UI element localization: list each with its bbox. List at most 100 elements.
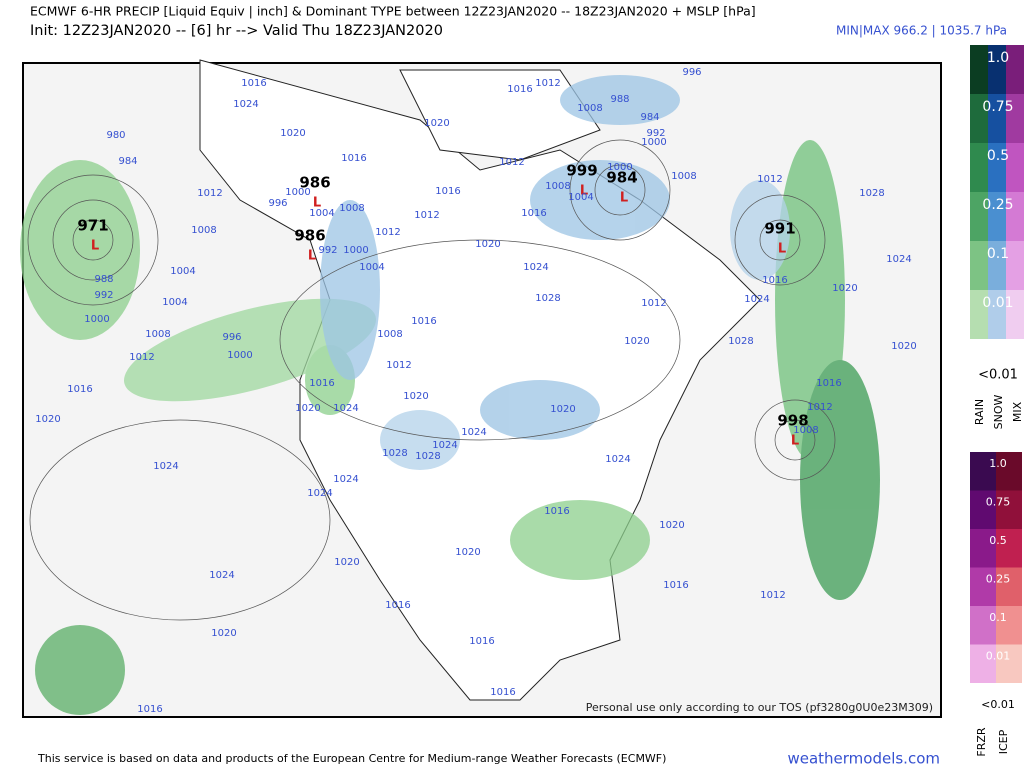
isobar-label: 996 xyxy=(268,198,287,209)
legend-swatch xyxy=(1006,290,1024,339)
isobar-label: 1016 xyxy=(663,580,688,591)
isobar-label: 984 xyxy=(640,112,659,123)
legend-swatch xyxy=(1006,192,1024,241)
legend-level: 0.01 xyxy=(986,650,1011,663)
low-center-value: 998 xyxy=(777,412,808,430)
isobar-label: 1020 xyxy=(35,414,60,425)
legend-precip: 1.0 0.75 0.5 0.25 0.1 0.01 <0.01 RAIN SNOW MIX xyxy=(970,45,1024,429)
isobar-label: 1016 xyxy=(435,186,460,197)
legend-swatch xyxy=(970,529,996,568)
legend-swatch xyxy=(996,644,1022,683)
legend-swatch xyxy=(1006,45,1024,94)
isobar-label: 1000 xyxy=(84,314,109,325)
legend-swatch xyxy=(970,644,996,683)
isobar-label: 1016 xyxy=(469,636,494,647)
isobar-label: 1012 xyxy=(375,227,400,238)
isobar-label: 1012 xyxy=(760,590,785,601)
low-center-value: 999 xyxy=(566,162,597,180)
low-center-value: 986 xyxy=(294,227,325,245)
legend-type: MIX xyxy=(1011,401,1024,422)
isobar-label: 1020 xyxy=(891,341,916,352)
legend-swatch xyxy=(988,241,1006,290)
isobar-label: 1008 xyxy=(191,225,216,236)
low-symbol: L xyxy=(778,242,786,257)
isobar-label: 1016 xyxy=(544,506,569,517)
legend-level: 0.75 xyxy=(982,99,1013,115)
land xyxy=(399,69,601,161)
isobar-label: 1016 xyxy=(816,378,841,389)
isobar-label: 1020 xyxy=(659,520,684,531)
low-symbol: L xyxy=(313,196,321,211)
isobar-label: 1016 xyxy=(385,600,410,611)
legend-below: <0.01 xyxy=(981,698,1015,711)
low-symbol: L xyxy=(308,249,316,264)
precip-snow xyxy=(320,75,790,470)
legend-swatch xyxy=(1006,94,1024,143)
isobar-label: 1008 xyxy=(577,103,602,114)
isobar-label: 1024 xyxy=(461,427,486,438)
legend-swatch xyxy=(1006,241,1024,290)
legend-swatch xyxy=(996,567,1022,606)
legend-swatch xyxy=(970,143,988,192)
legend-level: 0.25 xyxy=(986,573,1011,586)
isobar-label: 1004 xyxy=(162,297,187,308)
legend-level: 1.0 xyxy=(987,50,1009,66)
tos-notice: Personal use only according to our TOS (… xyxy=(586,701,933,714)
low-symbol: L xyxy=(791,434,799,449)
isobar-label: 1000 xyxy=(343,245,368,256)
legend-type: SNOW xyxy=(992,395,1005,430)
isobar-label: 1012 xyxy=(414,210,439,221)
low-center-value: 991 xyxy=(764,220,795,238)
isobar-label: 1004 xyxy=(359,262,384,273)
isobar-label: 1004 xyxy=(568,192,593,203)
isobar-label: 1020 xyxy=(334,557,359,568)
isobar-label: 1000 xyxy=(607,162,632,173)
legend-level: 0.5 xyxy=(989,534,1007,547)
isobar-label: 1000 xyxy=(227,350,252,361)
isobar-label: 1016 xyxy=(411,316,436,327)
isobar-label: 1012 xyxy=(535,78,560,89)
isobar-label: 1020 xyxy=(403,391,428,402)
isobar-label: 988 xyxy=(610,94,629,105)
legend-swatch xyxy=(988,192,1006,241)
isobar-label: 1016 xyxy=(762,275,787,286)
isobar-label: 1016 xyxy=(309,378,334,389)
isobar-label: 1004 xyxy=(309,208,334,219)
legend-swatch xyxy=(988,94,1006,143)
isobar-label: 1020 xyxy=(832,283,857,294)
isobar-label: 1012 xyxy=(757,174,782,185)
isobar-label: 1016 xyxy=(341,153,366,164)
low-symbol: L xyxy=(91,239,99,254)
low-symbol: L xyxy=(580,184,588,199)
legend-level: 0.75 xyxy=(986,496,1011,509)
low-center-value: 986 xyxy=(299,174,330,192)
isobar-label: 1016 xyxy=(490,687,515,698)
low-symbol: L xyxy=(620,191,628,206)
isobar-label: 1024 xyxy=(886,254,911,265)
isobar-label: 988 xyxy=(94,274,113,285)
legend-swatch xyxy=(970,45,988,94)
isobar-label: 992 xyxy=(318,245,337,256)
isobar-label: 1024 xyxy=(233,99,258,110)
legend-swatch xyxy=(988,290,1006,339)
legend-type: ICEP xyxy=(997,729,1010,754)
legend-ice: 1.0 0.75 0.5 0.25 0.1 0.01 <0.01 FRZR ICEP xyxy=(970,452,1022,757)
isobar-label: 1016 xyxy=(241,78,266,89)
legend-swatch xyxy=(988,45,1006,94)
isobar-label: 1008 xyxy=(377,329,402,340)
isobar-label: 1008 xyxy=(793,425,818,436)
legend-swatch xyxy=(970,567,996,606)
legend-type: FRZR xyxy=(975,727,988,757)
isobar-label: 1008 xyxy=(339,203,364,214)
legend-level: 0.25 xyxy=(982,197,1013,213)
legend-swatch xyxy=(996,452,1022,491)
isobar-label: 1012 xyxy=(499,157,524,168)
legend-swatch xyxy=(1006,143,1024,192)
isobar-label: 1012 xyxy=(386,360,411,371)
isobar-label: 1020 xyxy=(475,239,500,250)
site: weathermodels.com xyxy=(787,750,940,768)
isobar-label: 1004 xyxy=(170,266,195,277)
isobar-label: 1024 xyxy=(605,454,630,465)
legend-swatch xyxy=(970,192,988,241)
legend-swatch xyxy=(970,241,988,290)
